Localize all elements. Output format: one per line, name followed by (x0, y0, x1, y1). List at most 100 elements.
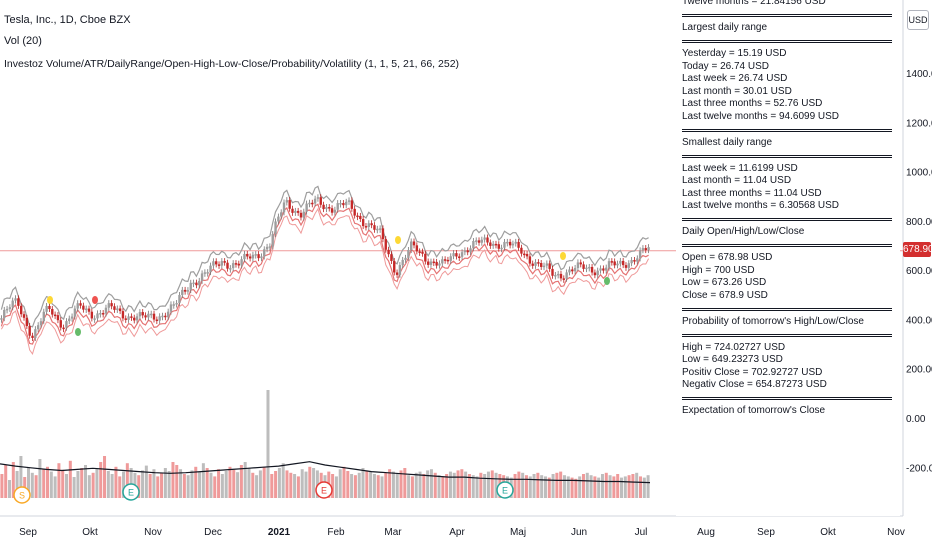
candle-body (582, 264, 585, 269)
candle-body (319, 197, 322, 205)
upper-band-line (0, 185, 649, 328)
candle-body (424, 253, 427, 262)
volume-bar (631, 474, 635, 498)
candle-body (101, 313, 105, 315)
volume-bar (209, 472, 213, 498)
candle-body (596, 270, 599, 276)
candle-body (489, 242, 492, 246)
price-tick-label: 600.00 (906, 266, 932, 277)
volume-bar (616, 474, 620, 498)
volume-bar (182, 474, 186, 498)
volume-bar (186, 475, 190, 498)
candle-body (542, 265, 546, 268)
price-tick-label: 400.00 (906, 315, 932, 326)
candle-body (130, 316, 133, 318)
volume-bar (418, 471, 422, 498)
time-tick-label: Maj (510, 527, 526, 538)
volume-bar (15, 471, 19, 498)
candle-body (418, 251, 421, 253)
volume-bar (141, 470, 145, 498)
volume-bar (635, 472, 639, 498)
volume-bar (220, 474, 224, 498)
candle-body (56, 315, 60, 321)
candle-body (514, 241, 517, 244)
candle-body (477, 240, 481, 243)
volume-bar (597, 477, 601, 498)
volume-bar (342, 466, 346, 498)
earnings-marker-label: E (128, 488, 134, 498)
candle-body (231, 263, 235, 269)
candle-body (339, 203, 342, 205)
candle-body (59, 320, 62, 328)
candle-body (361, 219, 365, 227)
candle-body (186, 290, 190, 292)
volume-bar (137, 475, 141, 498)
volume-bar (407, 475, 411, 498)
candle-body (296, 210, 300, 213)
candle-body (274, 221, 277, 235)
volume-bar (152, 469, 156, 498)
panel-line: Expectation of tomorrow's Close (682, 405, 826, 416)
volume-bar (205, 468, 209, 498)
panel-line: Last week = 26.74 USD (682, 73, 788, 84)
candle-body (398, 265, 402, 275)
candle-body (5, 308, 9, 311)
volume-bar (638, 476, 642, 498)
volume-bar (274, 471, 278, 498)
panel-line: Last month = 30.01 USD (682, 85, 792, 97)
volume-bar (414, 472, 418, 498)
volume-bar (608, 475, 612, 498)
candle-body (107, 303, 111, 308)
candle-body (0, 318, 3, 320)
volume-bar (258, 470, 262, 498)
earnings-marker[interactable]: E (122, 483, 140, 501)
earnings-marker[interactable]: E (315, 481, 333, 499)
volume-bar (448, 471, 452, 498)
candle-body (192, 282, 195, 285)
candle-body (34, 329, 37, 338)
volume-bar (566, 476, 570, 498)
panel-line: High = 724.02727 USD (682, 341, 786, 353)
candle-body (220, 261, 224, 266)
price-tick-label: 0.00 (906, 414, 926, 425)
candle-body (562, 278, 566, 280)
candle-body (390, 254, 393, 261)
candle-body (556, 273, 560, 276)
currency-unit-button[interactable]: USD (907, 10, 929, 30)
candle-body (359, 215, 362, 220)
candle-body (426, 261, 430, 265)
candle-body (152, 313, 156, 320)
volume-bar (239, 465, 243, 498)
indicator-info-panel: Twelve months = 21.84156 USD Largest dail… (676, 0, 900, 516)
panel-line: Today = 26.74 USD (682, 60, 769, 72)
candle-body (291, 208, 294, 213)
candle-body (322, 204, 325, 210)
volume-bar (559, 471, 563, 498)
volume-indicator-label: Vol (20) (4, 35, 42, 47)
panel-line: Largest daily range (682, 22, 768, 33)
volume-bar (475, 476, 479, 498)
candle-body (31, 335, 34, 338)
candle-body (604, 267, 608, 271)
candle-body (599, 268, 602, 271)
volume-bar (331, 474, 335, 498)
volume-bar (110, 474, 114, 498)
candle-body (181, 289, 184, 295)
volume-bar (361, 468, 365, 498)
investoz-indicator-label: Investoz Volume/ATR/DailyRange/Open-High… (4, 58, 460, 70)
volume-bar (464, 471, 468, 498)
earnings-marker[interactable]: E (496, 481, 514, 499)
split-marker[interactable]: S (13, 486, 31, 504)
candle-body (246, 253, 249, 257)
candle-body (525, 253, 529, 257)
candle-body (472, 240, 475, 249)
candle-body (407, 249, 410, 258)
candle-body (511, 243, 515, 246)
candle-body (214, 261, 218, 265)
candle-body (198, 280, 201, 286)
volume-bar (46, 466, 50, 498)
candle-body (466, 250, 469, 253)
candle-body (158, 316, 161, 321)
candle-body (271, 234, 274, 247)
